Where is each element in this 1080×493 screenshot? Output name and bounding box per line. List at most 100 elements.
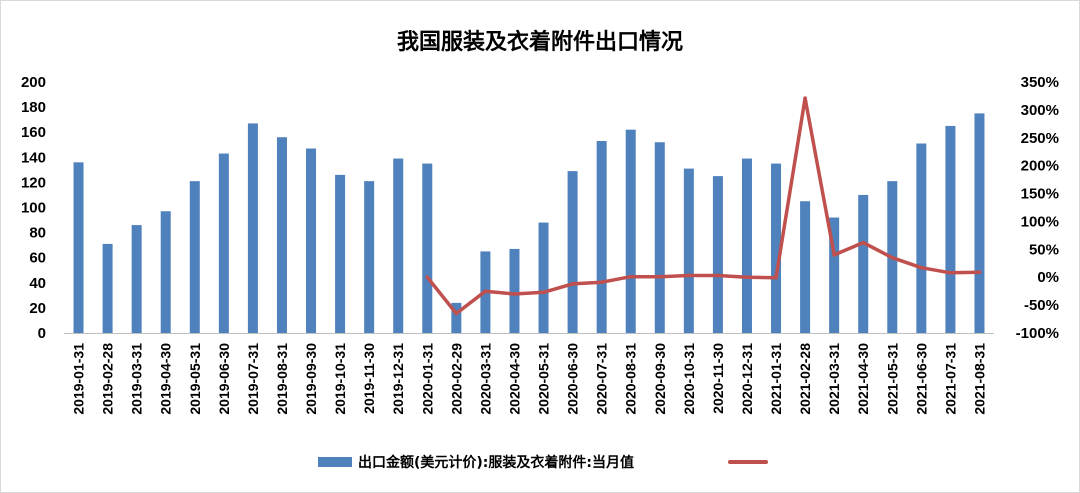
y-tick-right: 100% [1021,213,1059,230]
bar [364,181,375,333]
legend-label-bar: 出口金额(美元计价):服装及衣着附件:当月值 [358,455,634,471]
x-tick-label: 2021-06-30 [913,343,929,415]
x-tick-label: 2019-04-30 [158,343,174,415]
bar [509,248,520,333]
bar [393,158,404,333]
line-point [454,311,459,316]
bar [189,181,200,333]
x-axis: 2019-01-31 2019-02-28 2019-03-31 2019-04-30… [64,333,994,415]
line-series [425,96,982,316]
line-point [745,275,749,280]
bar [741,158,752,333]
bar [131,225,142,333]
x-tick-label: 2020-09-30 [652,343,668,415]
line-point [861,240,866,245]
y-tick-left: 200 [21,74,46,91]
y-axis-left: 0 20 40 60 80 100 120 140 160 180 200 [21,74,46,342]
x-tick-label: 2020-07-31 [594,343,610,415]
bar [218,153,229,333]
line-point [948,270,953,275]
bar [800,201,811,333]
y-tick-right: 0% [1037,269,1059,286]
x-tick-label: 2021-04-30 [855,343,871,415]
bar [538,222,549,333]
bar [625,129,636,333]
y-tick-right: 200% [1021,158,1059,175]
legend-item-line [728,460,768,464]
line-point [599,280,604,285]
y-tick-right: 150% [1021,186,1059,203]
line-point [570,282,575,286]
bar [683,168,694,333]
bar [276,137,287,333]
x-tick-label: 2021-08-31 [971,343,987,415]
line-point [919,265,924,270]
y-tick-right: 250% [1021,130,1059,147]
x-tick-label: 2019-09-30 [303,343,319,415]
bar [102,243,113,333]
x-tick-label: 2019-05-31 [187,343,203,415]
bar [73,162,84,333]
x-tick-label: 2020-03-31 [477,343,493,415]
x-tick-label: 2021-05-31 [884,343,900,415]
line-point [541,290,546,295]
bar [829,217,840,333]
bar [306,148,317,333]
y-tick-left: 180 [21,99,46,116]
x-tick-label: 2019-01-31 [71,343,87,415]
bar [160,211,171,333]
line-point [425,275,430,280]
legend-swatch-bar [318,457,352,467]
legend: 出口金额(美元计价):服装及衣着附件:当月值 [0,452,1080,474]
y-axis-right: -100% -50% 0% 50% 100% 150% 200% 250% 300% 350% [1016,74,1059,342]
y-tick-left: 0 [38,325,46,342]
x-tick-label: 2019-07-31 [245,343,261,415]
line-point [716,273,720,278]
y-tick-left: 140 [21,149,46,166]
x-tick-label: 2020-08-31 [623,343,639,415]
bar [974,113,985,333]
bar [335,174,346,333]
bar [596,140,607,333]
y-tick-left: 20 [29,300,46,317]
x-tick-label: 2020-12-31 [739,343,755,415]
x-tick-label: 2019-02-28 [100,343,116,415]
x-tick-label: 2020-05-31 [536,343,552,415]
line-point [977,270,982,275]
x-tick-label: 2020-06-30 [565,343,581,415]
line-point [512,292,517,296]
x-tick-label: 2021-07-31 [942,343,958,415]
y-tick-right: -50% [1024,297,1059,314]
line-path [425,96,982,316]
y-tick-left: 100 [21,200,46,217]
y-tick-right: -100% [1016,325,1059,342]
bar-series [73,113,985,333]
line-point [774,275,778,280]
x-tick-label: 2020-11-30 [710,343,726,414]
bar [858,194,869,333]
x-tick-label: 2021-02-28 [797,343,813,415]
y-tick-right: 350% [1021,74,1059,91]
line-point [483,289,488,293]
x-tick-label: 2020-04-30 [506,343,522,415]
x-tick-label: 2019-10-31 [332,343,348,415]
line-point [832,253,836,257]
x-tick-label: 2020-10-31 [681,343,697,415]
x-tick-label: 2019-08-31 [274,343,290,415]
x-tick-label: 2020-01-31 [419,343,435,415]
x-tick-label: 2019-11-30 [361,343,377,414]
y-tick-left: 40 [29,275,46,292]
line-point [803,96,807,100]
legend-item-bar: 出口金额(美元计价):服装及衣着附件:当月值 [318,452,634,472]
y-tick-left: 160 [21,124,46,141]
x-tick-label: 2019-06-30 [216,343,232,415]
y-tick-right: 300% [1021,102,1059,119]
x-tick-label: 2021-03-31 [826,343,842,415]
y-tick-left: 80 [29,225,46,242]
bar [771,163,782,333]
line-point [628,274,633,279]
line-point [657,274,662,279]
bar [451,302,462,333]
y-tick-left: 60 [29,250,46,267]
